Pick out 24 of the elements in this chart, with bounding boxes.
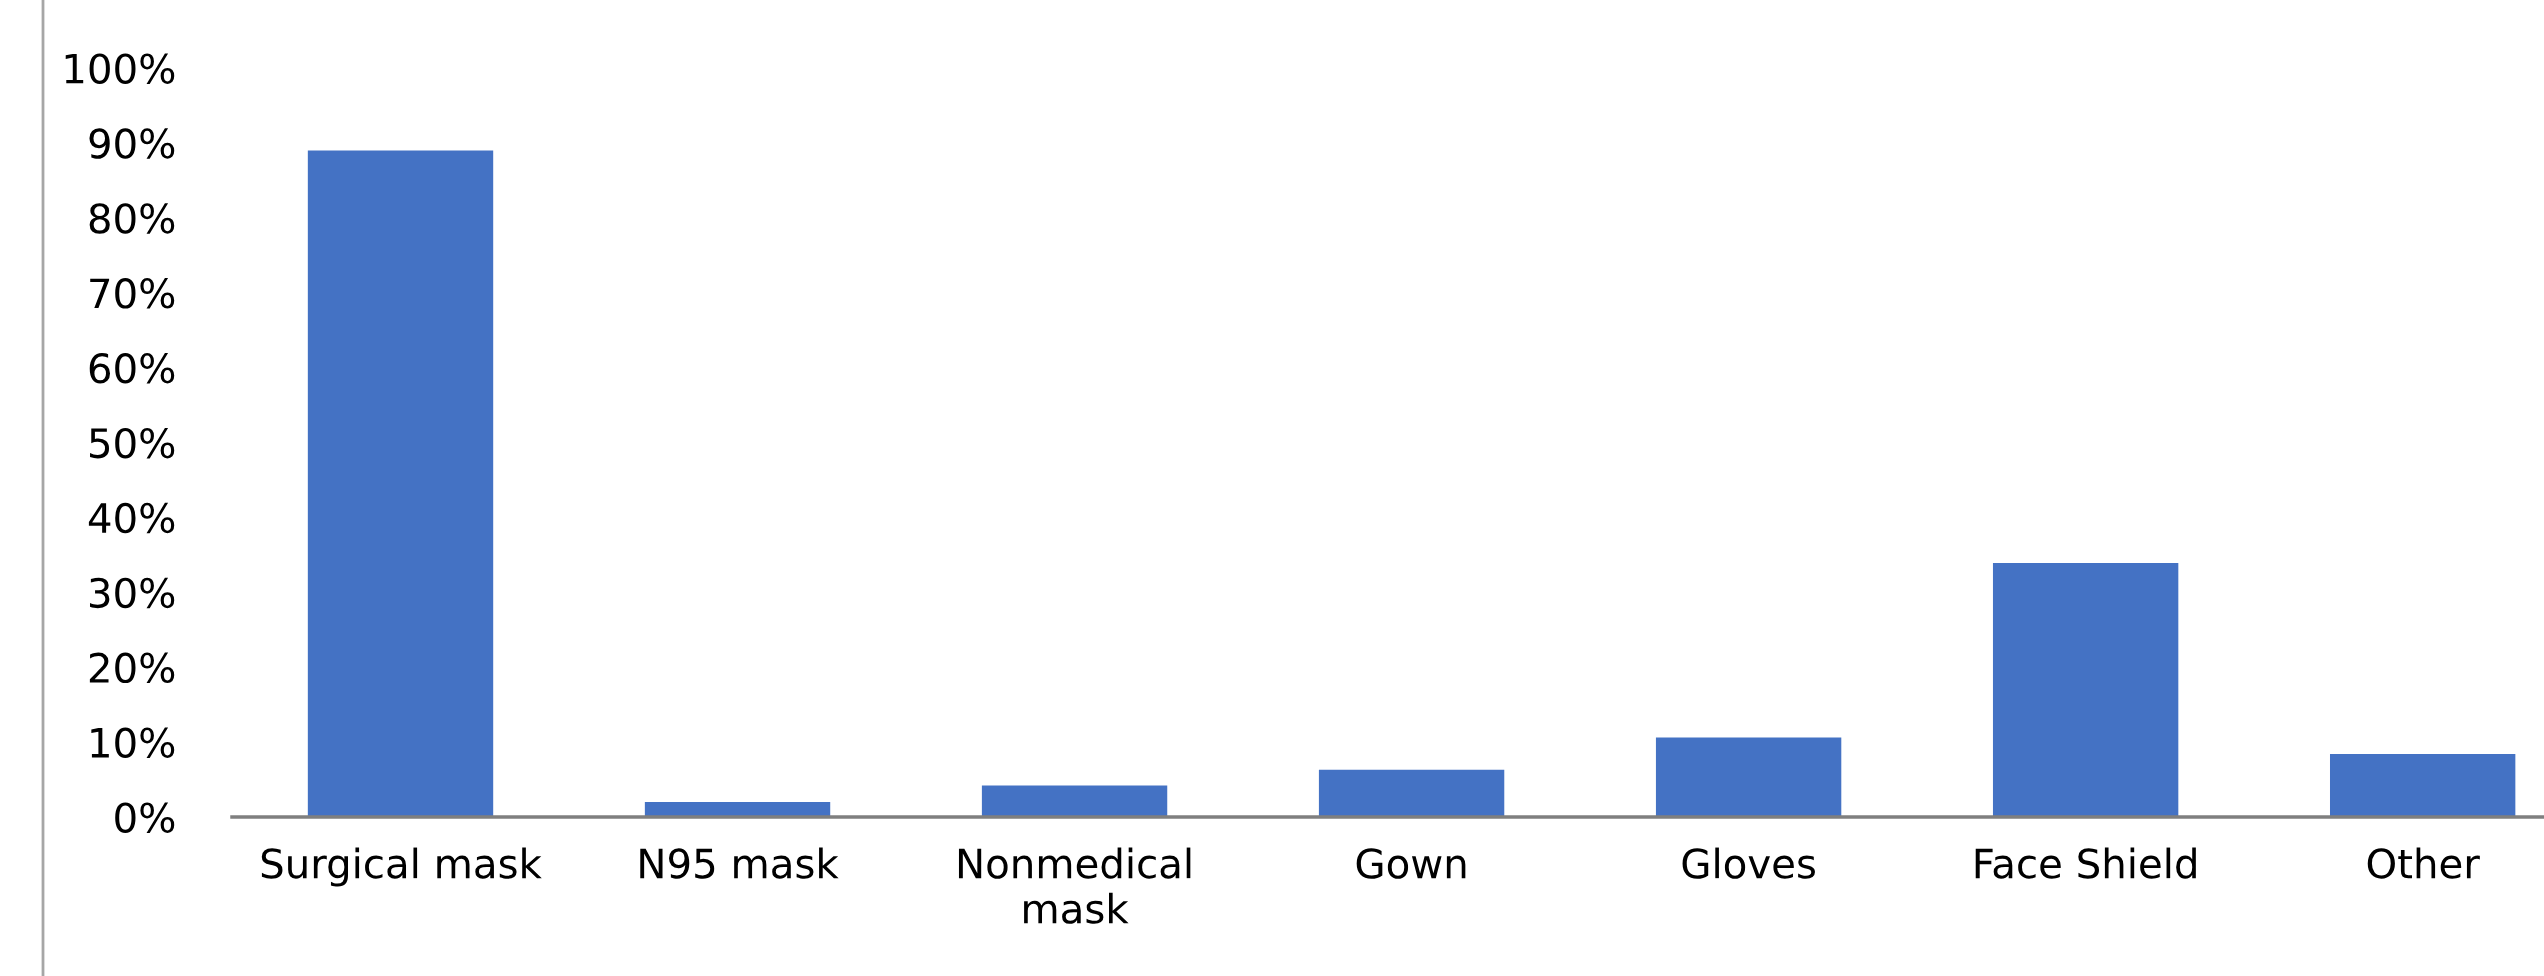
y-tick-label: 60% bbox=[89, 353, 175, 384]
y-tick-label: 0% bbox=[115, 802, 175, 833]
y-tick-label: 10% bbox=[91, 727, 175, 758]
y-tick-label: 100% bbox=[65, 53, 175, 84]
bar bbox=[1655, 737, 1842, 817]
x-tick-label: Nonmedical mask bbox=[958, 847, 1191, 924]
y-tick-label: 90% bbox=[89, 128, 175, 159]
x-tick-label: Gloves bbox=[1682, 847, 1815, 879]
x-tick-label: Other bbox=[2367, 847, 2480, 879]
bar bbox=[2329, 754, 2516, 817]
y-tick-label: 80% bbox=[89, 203, 175, 234]
bar bbox=[1992, 563, 2179, 817]
x-tick-label: N95 mask bbox=[640, 847, 839, 879]
y-tick-label: 70% bbox=[90, 278, 175, 309]
bar bbox=[981, 785, 1168, 817]
bar bbox=[1318, 769, 1505, 817]
bar bbox=[307, 150, 494, 817]
x-tick-label: Surgical mask bbox=[261, 847, 542, 887]
y-tick-label: 30% bbox=[89, 577, 175, 609]
y-tick-label: 20% bbox=[89, 652, 175, 684]
x-tick-label: Face Shield bbox=[1975, 847, 2196, 879]
y-tick-label: 50% bbox=[90, 427, 175, 459]
y-tick-label: 40% bbox=[88, 502, 175, 534]
x-tick-label: Gown bbox=[1356, 848, 1466, 879]
